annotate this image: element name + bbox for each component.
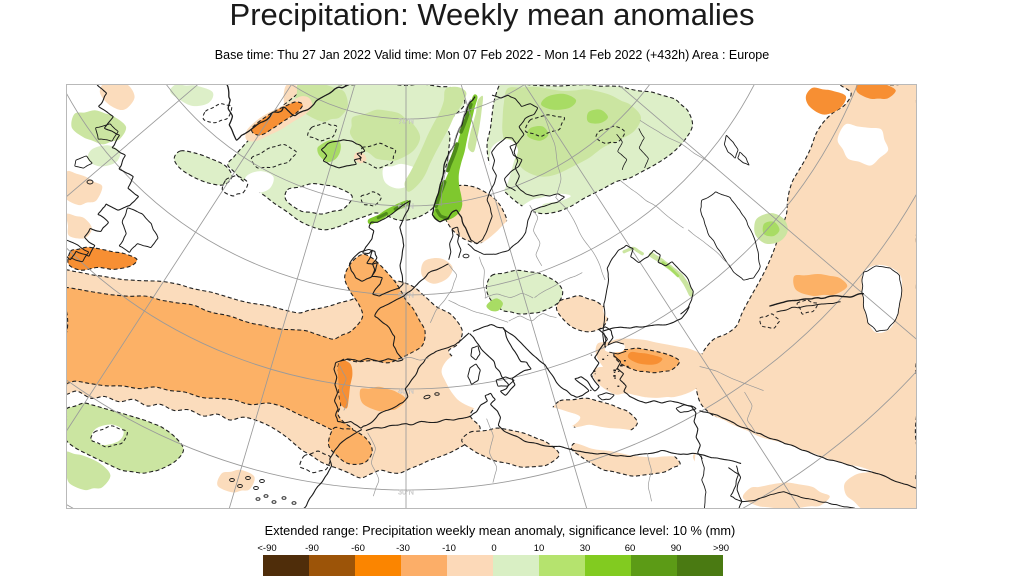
svg-text:70°N: 70°N: [398, 118, 414, 126]
svg-text:60°N: 60°N: [398, 203, 414, 211]
svg-text:50°N: 50°N: [398, 292, 414, 300]
svg-text:30°N: 30°N: [398, 489, 414, 497]
